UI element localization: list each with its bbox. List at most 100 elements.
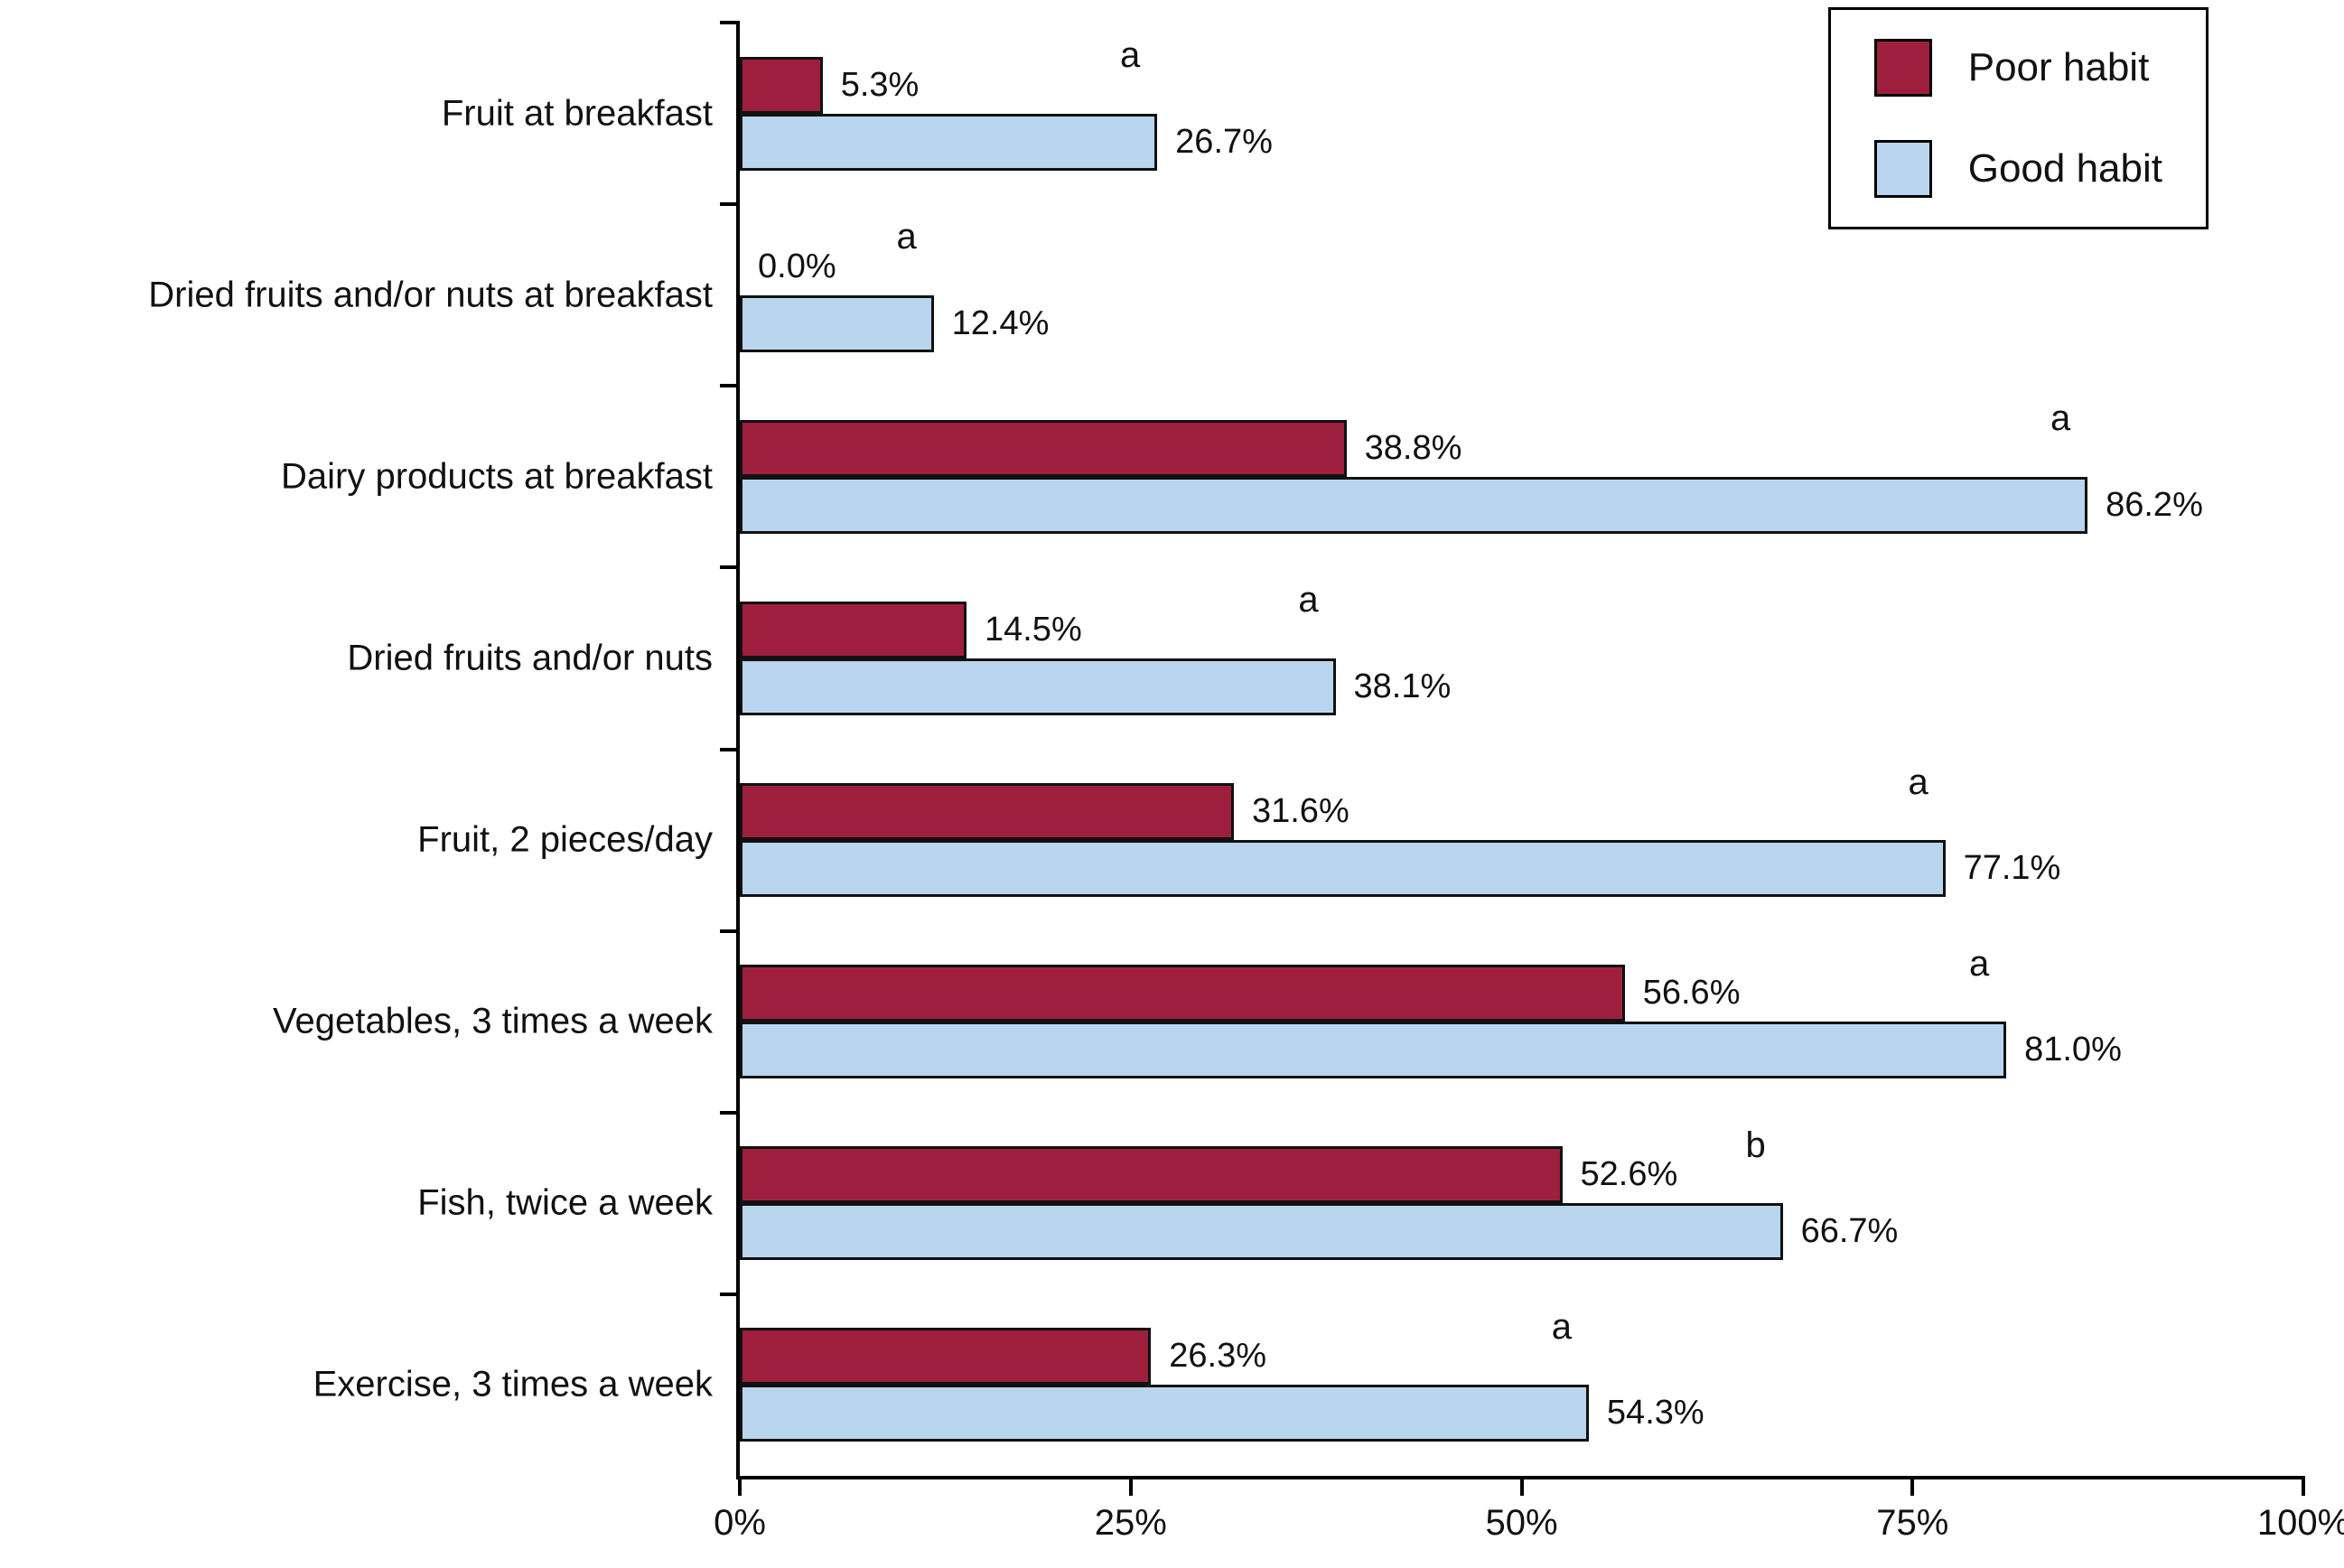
bar-rows: 14.5% 38.1% <box>740 567 2303 749</box>
good-habit-bar <box>740 1385 1589 1442</box>
bar-group: Fish, twice a week 52.6% 66.7% b <box>417 1110 2303 1294</box>
value-label: 54.3% <box>1606 1394 1704 1433</box>
good-habit-swatch-icon <box>1873 140 1932 198</box>
good-habit-bar <box>740 294 934 352</box>
bar-row: 38.1% <box>740 658 2303 715</box>
chart-legend: Poor habit Good habit <box>1827 7 2209 229</box>
significance-letter: a <box>2050 398 2071 439</box>
bar-rows: 31.6% 77.1% <box>740 750 2303 931</box>
good-habit-bar <box>740 840 1946 898</box>
value-label: 66.7% <box>1800 1212 1899 1251</box>
poor-habit-bar <box>740 419 1347 477</box>
bar-group: Exercise, 3 times a week 26.3% 54.3% a <box>313 1292 2303 1476</box>
legend-label: Good habit <box>1967 146 2162 191</box>
value-label: 26.7% <box>1175 122 1273 161</box>
bar-row: 66.7% <box>740 1203 2303 1261</box>
bar-row: 14.5% <box>740 601 2303 658</box>
x-axis-tick-label: 25% <box>1094 1503 1167 1543</box>
significance-letter: a <box>896 217 917 257</box>
poor-habit-bar <box>740 1146 1563 1204</box>
value-label: 38.1% <box>1353 667 1452 705</box>
value-label: 12.4% <box>951 303 1050 342</box>
legend-label: Poor habit <box>1967 45 2150 89</box>
bar-row: 0.0% <box>740 238 2303 295</box>
poor-habit-bar <box>740 965 1625 1022</box>
bar-row: 52.6% <box>740 1146 2303 1204</box>
category-label: Dairy products at breakfast <box>281 456 713 497</box>
y-axis-tick <box>720 747 740 751</box>
good-habit-bar <box>740 476 2088 534</box>
legend-item-good-habit: Good habit <box>1873 140 2162 198</box>
bar-group: Dried fruits and/or nuts at breakfast 0.0… <box>148 202 2303 386</box>
category-label: Fruit at breakfast <box>441 93 713 134</box>
x-axis-tick <box>738 1476 742 1496</box>
plot-area: Fruit at breakfast 5.3% 26.7% a Dried fruits… <box>148 21 2344 1543</box>
y-axis-tick <box>720 1110 740 1115</box>
bar-row: 77.1% <box>740 840 2303 898</box>
x-axis-tick <box>2302 1476 2305 1496</box>
bar-row: 26.7% <box>740 113 2303 171</box>
category-label: Dried fruits and/or nuts at breakfast <box>148 275 713 315</box>
poor-habit-bar <box>740 783 1234 841</box>
poor-habit-swatch-icon <box>1873 39 1932 97</box>
x-axis-tick-label: 50% <box>1485 1503 1558 1543</box>
bar-row: 26.3% <box>740 1328 2303 1386</box>
bar-rows: 5.3% 26.7% <box>740 23 2303 204</box>
category-label: Fish, twice a week <box>417 1182 713 1223</box>
significance-letter: a <box>1968 943 1990 984</box>
good-habit-bar <box>740 1203 1783 1261</box>
bar-row: 5.3% <box>740 56 2303 114</box>
x-axis-tick-label: 0% <box>714 1503 766 1543</box>
bar-group: Vegetables, 3 times a week 56.6% 81.0% a <box>273 929 2303 1113</box>
value-label: 52.6% <box>1580 1155 1678 1194</box>
bar-rows: 38.8% 86.2% <box>740 386 2303 567</box>
bar-rows: 26.3% 54.3% <box>740 1294 2303 1476</box>
category-label: Vegetables, 3 times a week <box>273 1001 713 1041</box>
y-axis-tick <box>720 565 740 570</box>
value-label: 26.3% <box>1169 1337 1266 1376</box>
value-label: 5.3% <box>840 65 920 104</box>
value-label: 81.0% <box>2024 1031 2122 1069</box>
bar-row: 81.0% <box>740 1022 2303 1079</box>
bar-group: Dried fruits and/or nuts 14.5% 38.1% a <box>347 565 2303 749</box>
bar-row: 38.8% <box>740 419 2303 477</box>
category-label: Dried fruits and/or nuts <box>347 638 713 678</box>
x-axis-tick <box>1910 1476 1915 1496</box>
x-axis-tick <box>1128 1476 1133 1496</box>
good-habit-bar <box>740 658 1336 715</box>
value-label: 0.0% <box>758 247 836 285</box>
x-axis-tick-label: 100% <box>2256 1503 2344 1543</box>
y-axis-tick <box>720 384 740 388</box>
category-label: Exercise, 3 times a week <box>313 1364 713 1405</box>
bar-row: 86.2% <box>740 476 2303 534</box>
poor-habit-bar <box>740 56 823 114</box>
value-label: 14.5% <box>984 610 1082 649</box>
value-label: 38.8% <box>1364 428 1462 467</box>
bar-group: Fruit, 2 pieces/day 31.6% 77.1% a <box>417 747 2303 931</box>
poor-habit-bar <box>740 601 967 658</box>
bar-row: 12.4% <box>740 294 2303 352</box>
value-label: 77.1% <box>1963 849 2061 888</box>
value-label: 56.6% <box>1642 974 1741 1013</box>
significance-letter: b <box>1745 1125 1766 1165</box>
bar-row: 54.3% <box>740 1385 2303 1442</box>
legend-item-poor-habit: Poor habit <box>1873 39 2162 97</box>
x-axis-tick <box>1519 1476 1524 1496</box>
bar-row: 56.6% <box>740 965 2303 1022</box>
poor-habit-bar <box>740 1328 1152 1386</box>
bar-row: 31.6% <box>740 783 2303 841</box>
y-axis-tick <box>720 21 740 24</box>
good-habit-bar <box>740 113 1158 171</box>
value-label: 86.2% <box>2106 485 2203 524</box>
bar-rows: 56.6% 81.0% <box>740 931 2303 1113</box>
bar-rows: 0.0% 12.4% <box>740 204 2303 386</box>
significance-letter: a <box>1120 35 1141 75</box>
significance-letter: a <box>1908 761 1928 802</box>
significance-letter: a <box>1298 580 1319 621</box>
y-axis-tick <box>720 1292 740 1296</box>
category-label: Fruit, 2 pieces/day <box>417 819 713 860</box>
value-label: 31.6% <box>1251 792 1349 831</box>
good-habit-bar <box>740 1022 2007 1079</box>
significance-letter: a <box>1551 1306 1573 1347</box>
